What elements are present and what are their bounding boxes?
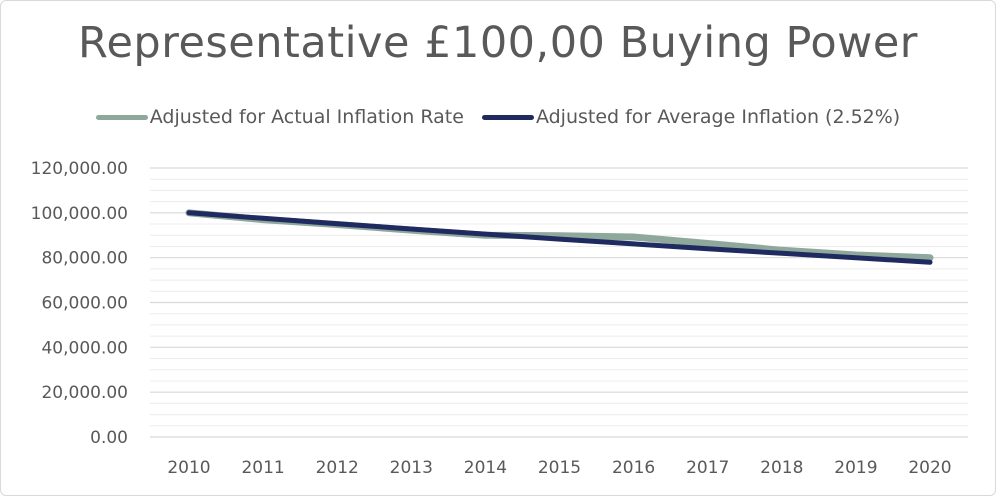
x-tick-label: 2013 <box>390 458 433 478</box>
x-tick-label: 2012 <box>316 458 359 478</box>
legend-label-average: Adjusted for Average Inflation (2.52%) <box>535 106 901 128</box>
x-tick-label: 2017 <box>686 458 729 478</box>
legend-swatch-actual <box>95 114 148 120</box>
y-tick-label: 0.00 <box>90 428 128 448</box>
x-tick-label: 2015 <box>538 458 581 478</box>
legend-item-actual: Adjusted for Actual Inflation Rate <box>95 106 464 128</box>
y-axis-ticks: 0.00 20,000.00 40,000.00 60,000.00 80,000.00… <box>31 159 128 448</box>
legend: Adjusted for Actual Inflation Rate Adjus… <box>0 106 996 128</box>
x-tick-label: 2016 <box>612 458 655 478</box>
y-tick-label: 20,000.00 <box>41 383 128 403</box>
legend-item-average: Adjusted for Average Inflation (2.52%) <box>481 106 901 128</box>
y-tick-label: 80,000.00 <box>41 249 128 269</box>
chart-title: Representative £100,00 Buying Power <box>78 18 918 68</box>
y-tick-label: 120,000.00 <box>31 159 128 179</box>
y-tick-label: 60,000.00 <box>41 294 128 314</box>
x-tick-label: 2018 <box>760 458 803 478</box>
x-tick-label: 2011 <box>241 458 284 478</box>
legend-label-actual: Adjusted for Actual Inflation Rate <box>149 106 464 128</box>
x-tick-label: 2014 <box>464 458 507 478</box>
series-lines <box>185 209 934 265</box>
series-line-average-inflation <box>186 210 933 265</box>
x-tick-label: 2020 <box>908 458 951 478</box>
y-tick-label: 100,000.00 <box>31 204 128 224</box>
gridlines <box>150 167 968 438</box>
y-tick-label: 40,000.00 <box>41 338 128 358</box>
x-tick-label: 2019 <box>834 458 877 478</box>
legend-swatch-average <box>481 114 534 120</box>
x-tick-label: 2010 <box>167 458 210 478</box>
x-axis-ticks: 2010 2011 2012 2013 2014 2015 2016 2017 2018 2019… <box>167 458 951 478</box>
